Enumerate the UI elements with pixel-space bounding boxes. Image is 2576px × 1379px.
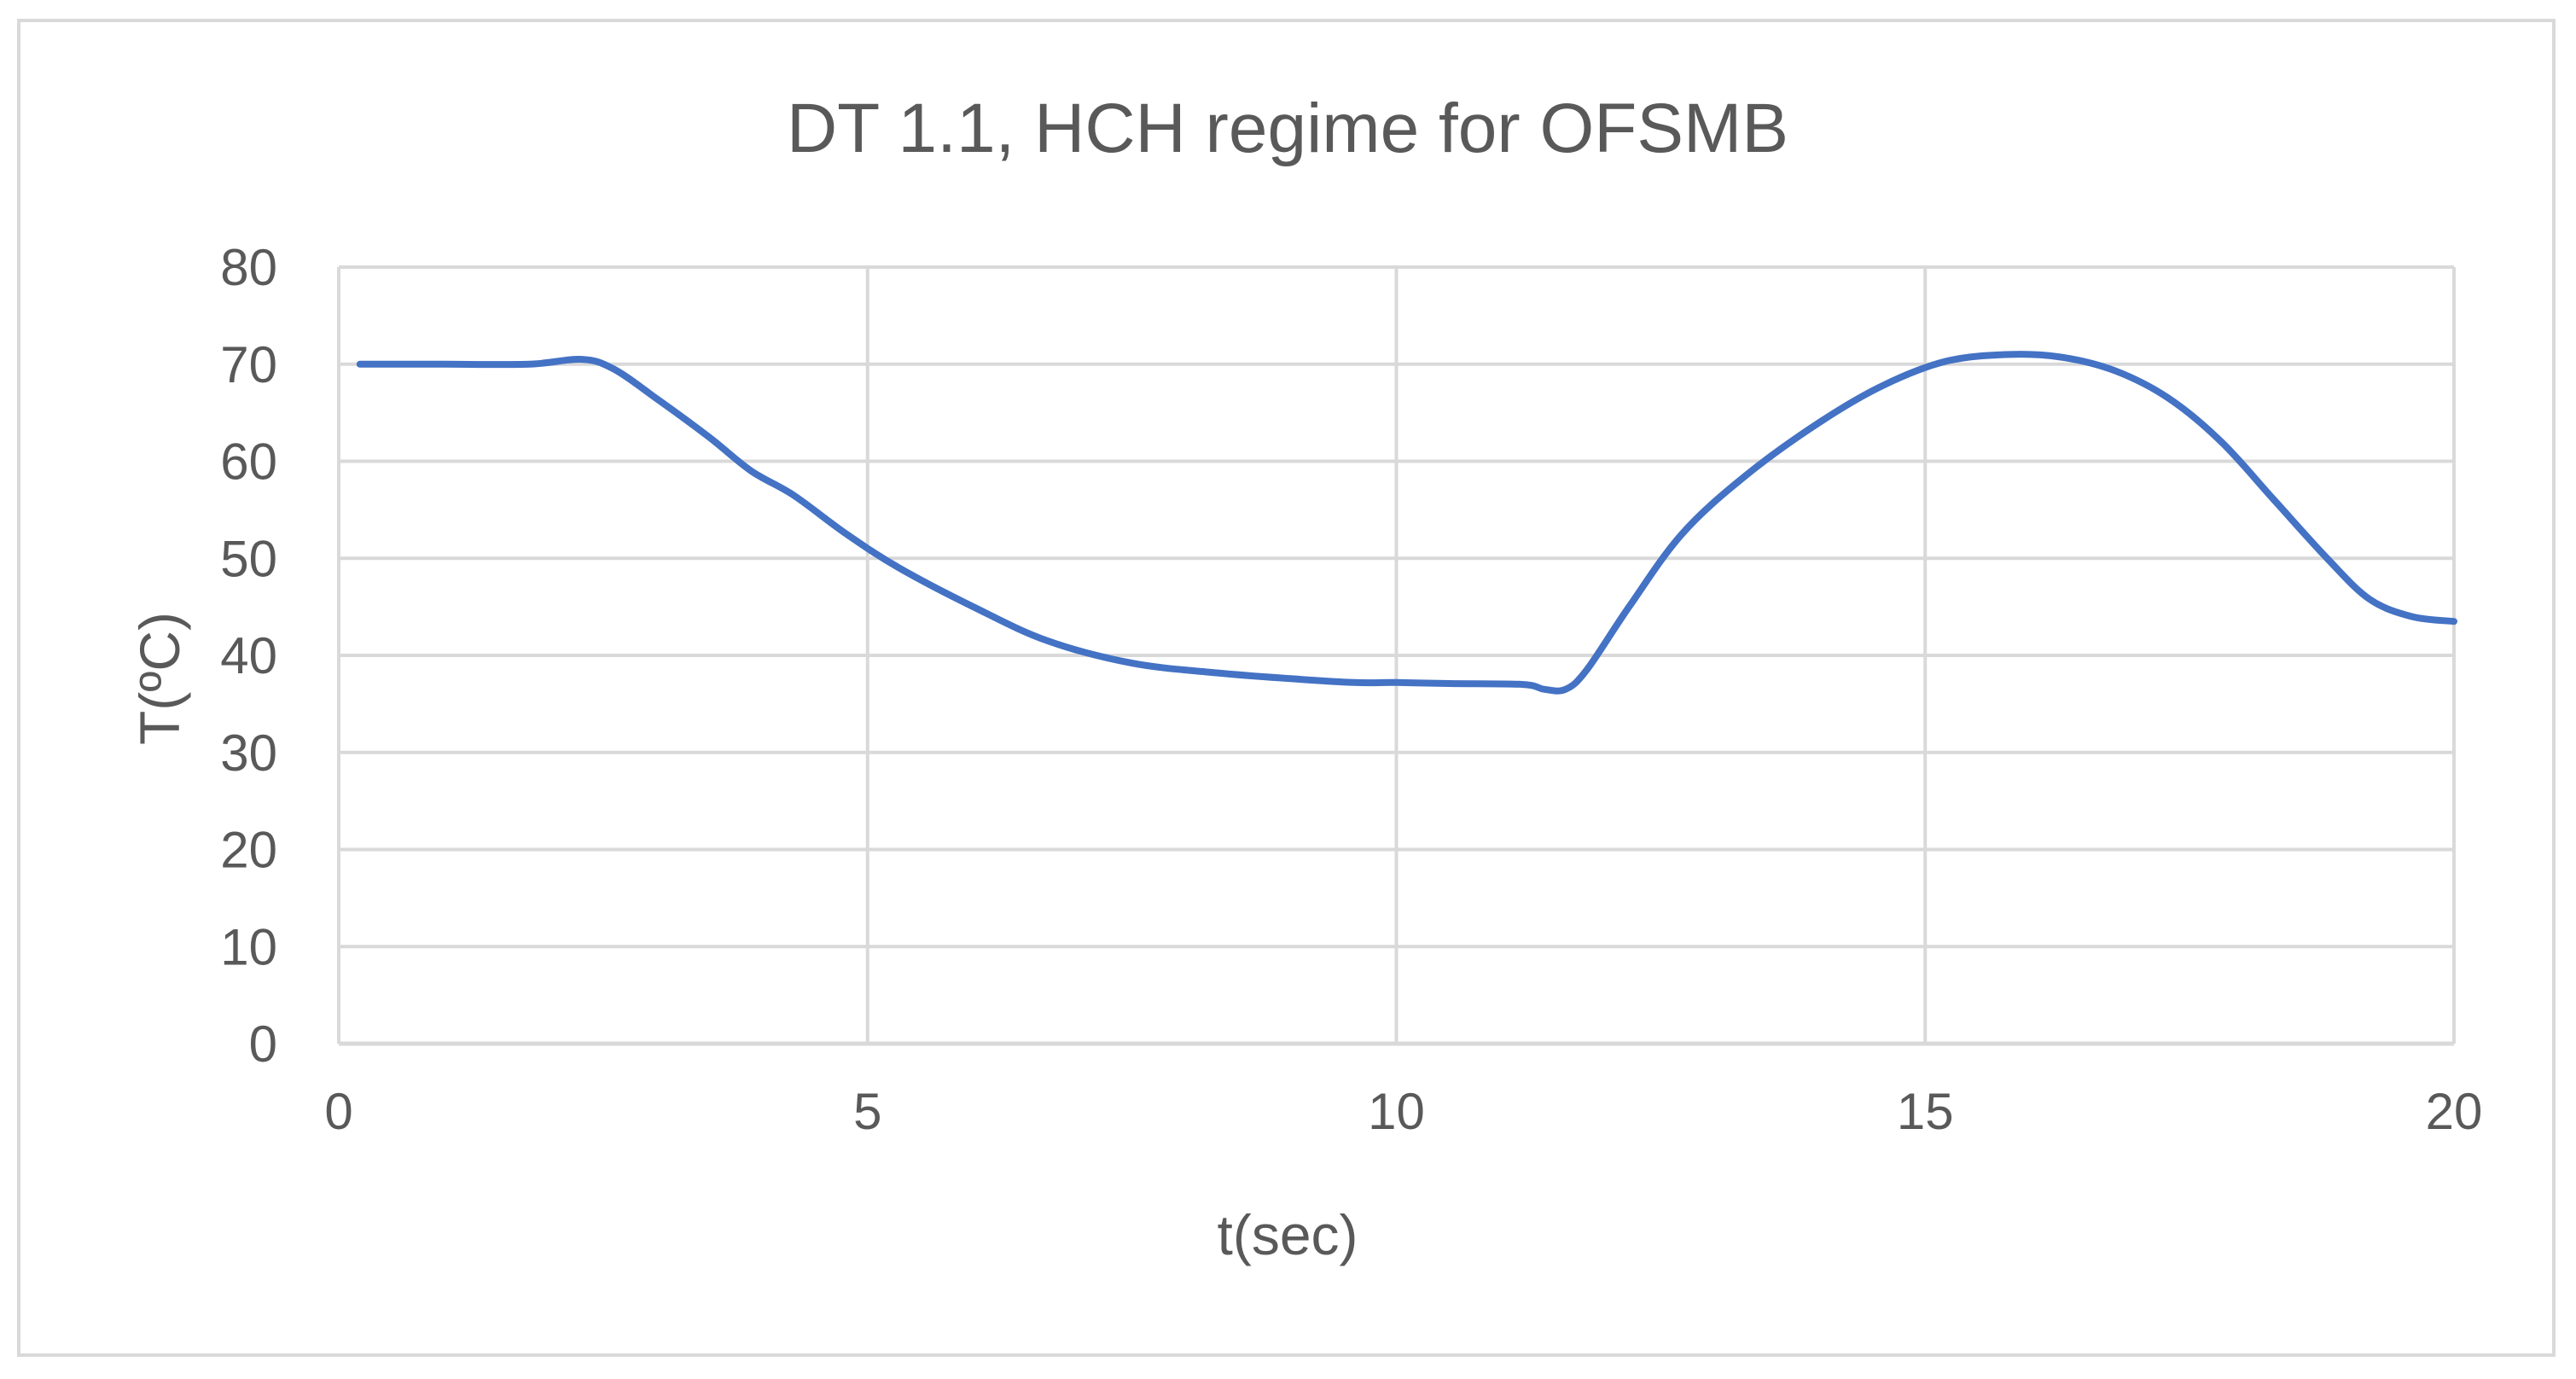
gridlines	[337, 265, 2456, 1046]
x-tick-label: 10	[1368, 1083, 1425, 1140]
y-tick-label: 10	[220, 918, 277, 975]
x-tick-label: 15	[1897, 1083, 1954, 1140]
x-axis-label: t(sec)	[1218, 1203, 1358, 1266]
y-tick-label: 20	[220, 822, 277, 879]
y-tick-label: 50	[220, 530, 277, 587]
series-line-0	[356, 351, 2457, 695]
y-tick-label: 80	[220, 239, 277, 296]
y-tick-label: 0	[249, 1015, 277, 1073]
chart-title: DT 1.1, HCH regime for OFSMB	[787, 90, 1788, 167]
y-tick-label: 30	[220, 724, 277, 782]
x-tick-label: 20	[2426, 1083, 2483, 1140]
x-tick-labels: 0 5 10 15 20	[324, 1083, 2482, 1140]
series-lines	[356, 351, 2457, 695]
y-tick-label: 40	[220, 627, 277, 684]
x-tick-label: 5	[853, 1083, 881, 1140]
y-tick-label: 70	[220, 336, 277, 393]
y-axis-label: T(ºC)	[128, 612, 191, 745]
chart-frame	[17, 19, 2556, 1357]
y-tick-label: 60	[220, 433, 277, 491]
x-tick-label: 0	[324, 1083, 352, 1140]
y-tick-labels: 0 10 20 30 40 50 60 70 80	[220, 239, 277, 1073]
